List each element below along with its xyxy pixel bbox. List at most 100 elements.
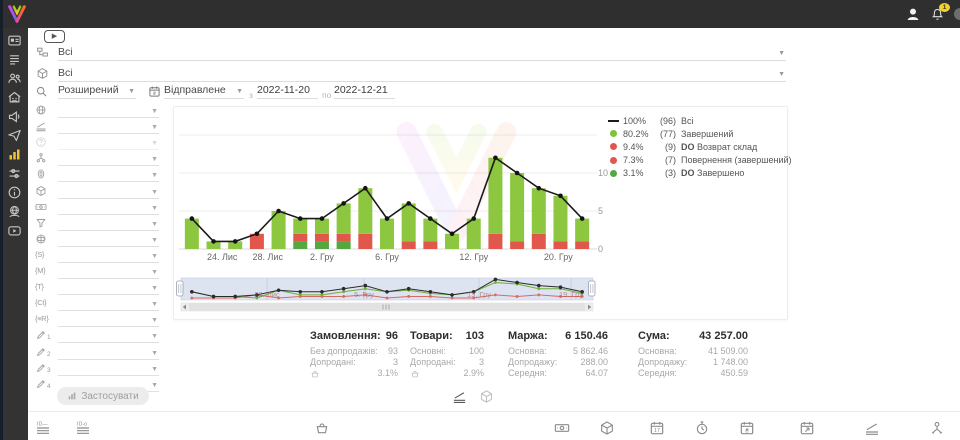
filter-select[interactable]: ▼ [58, 264, 159, 279]
scrollbar-thumb[interactable] [189, 303, 585, 311]
toolbar-calendar-date[interactable] [649, 420, 665, 436]
funnel-icon [35, 217, 47, 229]
status-group-select[interactable]: Всі ▼ [58, 46, 786, 61]
legend-item-series[interactable]: 7.3% (7) Повернення (завершений) [607, 154, 792, 167]
chevron-down-icon: ▼ [151, 301, 158, 309]
svg-text:24. Лис: 24. Лис [207, 252, 238, 262]
sidebar-item-statistics[interactable] [0, 145, 28, 164]
legend-percent: 80.2% [623, 128, 649, 139]
apply-button[interactable]: Застосувати [57, 387, 149, 405]
stat-column-2: Маржа: 6 150.46 Основна: 5 862.46 Допродажу:… [508, 330, 608, 380]
stat-value: 43 257.00 [699, 330, 748, 342]
scroll-left-arrow[interactable] [182, 304, 186, 310]
app-logo-icon[interactable] [6, 3, 28, 25]
sidebar-item-tutorials[interactable] [0, 221, 28, 240]
toolbar-calendar-money[interactable] [739, 420, 755, 436]
filter-select[interactable]: ▼ [58, 167, 159, 183]
date-to-input[interactable]: 2022-12-21 [334, 84, 395, 99]
stat-value: 96 [385, 330, 398, 342]
nav-handle-right[interactable] [588, 280, 596, 297]
filter-select[interactable]: ▼ [58, 232, 159, 247]
chevron-down-icon: ▼ [778, 50, 785, 57]
stat-column-3: Сума: 43 257.00 Основна: 41 509.00 Допродажу… [638, 330, 748, 380]
stat-subrow: Допродані: 3 [310, 357, 398, 368]
scroll-right-arrow[interactable] [588, 304, 592, 310]
date-type-select[interactable]: Відправлене ▼ [164, 84, 244, 99]
sidebar-item-media[interactable] [0, 31, 28, 50]
filter-select[interactable]: ▼ [58, 103, 159, 118]
play-help-button[interactable]: ▶ [44, 30, 65, 43]
filter-select[interactable]: ▼ [58, 119, 159, 135]
filter-select[interactable]: ▼ [58, 328, 159, 344]
stat-subrow: Середня: 64.07 [508, 368, 608, 379]
toolbar-id-list-alt[interactable] [75, 420, 91, 436]
sidebar-item-promotions[interactable] [0, 107, 28, 126]
legend-label: DO Завершено [681, 168, 745, 179]
sidebar-item-network[interactable] [0, 202, 28, 221]
stat-subrow: Середня: 450.59 [638, 368, 748, 379]
nav-handle-left[interactable] [176, 280, 184, 297]
svg-text:20. Гру: 20. Гру [544, 252, 573, 262]
chevron-down-icon: ▼ [128, 88, 135, 95]
partial-avatar-icon[interactable] [954, 8, 960, 20]
user-avatar-icon[interactable] [905, 6, 921, 22]
topbar: 1 [0, 0, 960, 28]
stat-title: Товари: [410, 330, 453, 342]
filter-select[interactable]: ▼ [58, 200, 159, 215]
toolbar-margin[interactable] [864, 420, 880, 436]
filter-select[interactable]: ▼ [58, 345, 159, 360]
sidebar-item-company[interactable] [0, 88, 28, 107]
toolbar-products[interactable] [599, 420, 615, 436]
legend-item-series[interactable]: 80.2% (77) Завершений [607, 127, 792, 140]
search-icon [35, 85, 48, 98]
filter-select[interactable]: ▼ [58, 135, 159, 151]
orders-chart[interactable]: 0 5 10 24. Лис 28. Лис 2. Гру 6. Гру 12. Гру 20.… [174, 107, 787, 319]
product-select[interactable]: Всі ▼ [58, 67, 786, 82]
legend-percent: 9.4% [623, 141, 644, 152]
sidebar-item-settings[interactable] [0, 164, 28, 183]
date-type-value: Відправлене [164, 84, 226, 96]
toolbar-timer[interactable] [694, 420, 710, 436]
legend-item-DO-series[interactable]: 9.4% (9) DO Возврат склад [607, 140, 792, 153]
chevron-down-icon: ▼ [151, 124, 158, 132]
date-from-input[interactable]: 2022-11-20 [257, 84, 318, 99]
sidebar-item-orders[interactable] [0, 50, 28, 69]
filter-row-pencil2: 2 ▼ [34, 346, 160, 361]
legend-percent: 100% [623, 115, 647, 126]
search-mode-select[interactable]: Розширений ▼ [58, 84, 136, 99]
chevron-down-icon: ▼ [151, 108, 158, 115]
toolbar-calendar-export[interactable] [799, 420, 815, 436]
legend-label: Всі [681, 115, 694, 126]
legend-percent: 7.3% [623, 155, 644, 166]
toolbar-person-hierarchy[interactable] [929, 420, 945, 436]
finger-icon [35, 168, 47, 180]
notifications-button[interactable]: 1 [930, 2, 950, 22]
legend-item-DO-series[interactable]: 3.1% (3) DO Завершено [607, 167, 792, 180]
filter-select[interactable]: ▼ [58, 248, 159, 263]
toggle-products-view[interactable] [479, 389, 494, 404]
date-from-label: з [249, 90, 253, 100]
sidebar-item-info[interactable] [0, 183, 28, 202]
product-icon [36, 67, 49, 80]
filter-select[interactable]: ▼ [58, 312, 159, 328]
play-icon: ▶ [51, 33, 58, 40]
filter-select[interactable]: ▼ [58, 296, 159, 312]
filter-select[interactable]: ▼ [58, 216, 159, 231]
dot-marker-icon [607, 169, 619, 177]
filter-select[interactable]: ▼ [58, 151, 159, 167]
chevron-down-icon: ▼ [151, 236, 158, 244]
toolbar-basket[interactable] [314, 420, 330, 436]
stat-subrow: 2.9% [410, 368, 484, 379]
cube-icon [35, 185, 47, 197]
sidebar-item-dispatch[interactable] [0, 126, 28, 145]
stat-subrow: Основні: 100 [410, 346, 484, 356]
filter-select[interactable]: ▼ [58, 184, 159, 199]
date-from-value: 2022-11-20 [257, 84, 310, 96]
toolbar-id-list[interactable] [35, 420, 51, 436]
filter-select[interactable]: ▼ [58, 280, 159, 296]
toggle-list-view[interactable] [452, 389, 467, 404]
legend-item-all[interactable]: 100% (96) Всі [607, 114, 792, 127]
toolbar-payments[interactable] [554, 420, 570, 436]
sidebar-item-clients[interactable] [0, 69, 28, 88]
filter-select[interactable]: ▼ [58, 361, 159, 376]
